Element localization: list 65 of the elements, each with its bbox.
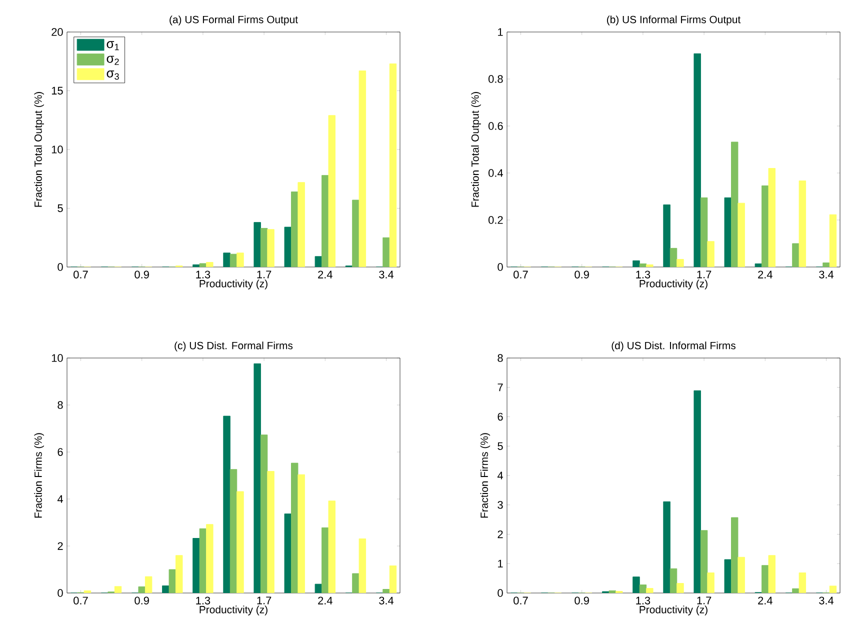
x-tick-label: 0.7 <box>514 270 528 278</box>
y-tick-label: 1 <box>498 560 503 568</box>
x-tick-label: 2.4 <box>318 596 332 604</box>
x-tick-label: 3.4 <box>379 270 394 278</box>
x-tick-label: 1.3 <box>636 596 650 604</box>
y-tick-label: 3 <box>498 501 503 509</box>
y-tick-label: 4 <box>497 472 503 480</box>
y-axis-title: Fraction Firms (%) <box>34 433 44 518</box>
x-axis-title: Productivity (z) <box>200 606 268 616</box>
y-tick-label: 0.2 <box>488 216 503 224</box>
x-tick-label: 0.9 <box>574 270 589 278</box>
chart-title: (c) US Dist. Formal Firms <box>174 342 293 352</box>
x-tick-label: 3.4 <box>819 270 834 278</box>
y-tick-label: 7 <box>498 384 503 392</box>
x-tick-label: 1.3 <box>196 270 210 278</box>
y-axis-title: Fraction Total Output (%) <box>471 92 481 207</box>
y-tick-label: 0.8 <box>488 75 503 83</box>
x-tick-label: 2.4 <box>758 596 772 604</box>
y-tick-label: 0.6 <box>488 122 503 130</box>
x-tick-label: 1.3 <box>196 596 210 604</box>
x-tick-label: 1.7 <box>697 596 712 604</box>
x-tick-label: 1.7 <box>257 596 272 604</box>
y-tick-label: 0 <box>58 263 63 271</box>
y-tick-label: 15 <box>52 86 63 95</box>
x-tick-label: 1.3 <box>636 270 650 278</box>
y-tick-label: 1 <box>498 28 503 36</box>
chart-title: (d) US Dist. Informal Firms <box>612 342 736 352</box>
x-axis-title: Productivity (z) <box>640 606 708 616</box>
y-tick-label: 2 <box>498 530 503 538</box>
y-tick-label: 8 <box>58 401 63 409</box>
x-tick-label: 3.4 <box>379 596 394 604</box>
y-tick-label: 8 <box>498 354 503 362</box>
x-tick-label: 3.4 <box>819 596 834 604</box>
x-tick-label: 0.9 <box>574 596 589 604</box>
x-tick-label: 2.4 <box>318 270 332 278</box>
x-tick-label: 0.7 <box>514 596 528 604</box>
y-tick-label: 0 <box>498 589 503 597</box>
x-tick-label: 0.9 <box>134 270 149 278</box>
x-axis-title: Productivity (z) <box>200 280 268 290</box>
legend-label: σ$_{1}$ <box>106 41 119 50</box>
y-tick-label: 20 <box>52 28 63 36</box>
y-axis-title: Fraction Total Output (%) <box>34 92 44 207</box>
x-tick-label: 1.7 <box>697 270 712 278</box>
x-axis-title: Productivity (z) <box>640 280 708 290</box>
y-tick-label: 10 <box>52 354 63 362</box>
legend-label: σ$_{3}$ <box>106 70 119 80</box>
x-tick-label: 0.9 <box>134 596 149 604</box>
y-tick-label: 2 <box>58 542 63 550</box>
y-tick-label: 5 <box>498 442 503 450</box>
x-tick-label: 0.7 <box>74 596 88 604</box>
y-tick-label: 5 <box>58 204 63 212</box>
x-tick-label: 0.7 <box>74 270 88 278</box>
chart-title: (b) US Informal Firms Output <box>607 16 741 26</box>
x-tick-label: 2.4 <box>758 270 772 278</box>
y-tick-label: 6 <box>498 412 503 421</box>
chart-title: (a) US Formal Firms Output <box>170 16 298 26</box>
y-tick-label: 10 <box>52 146 63 154</box>
y-tick-label: 0 <box>58 589 63 597</box>
y-axis-title: Fraction Firms (%) <box>480 433 490 518</box>
legend-label: σ$_{2}$ <box>106 56 119 65</box>
y-tick-label: 6 <box>58 448 63 456</box>
x-tick-label: 1.7 <box>257 270 272 278</box>
y-tick-label: 4 <box>57 495 63 503</box>
y-tick-label: 0 <box>498 263 503 271</box>
y-tick-label: 0.4 <box>488 169 503 177</box>
